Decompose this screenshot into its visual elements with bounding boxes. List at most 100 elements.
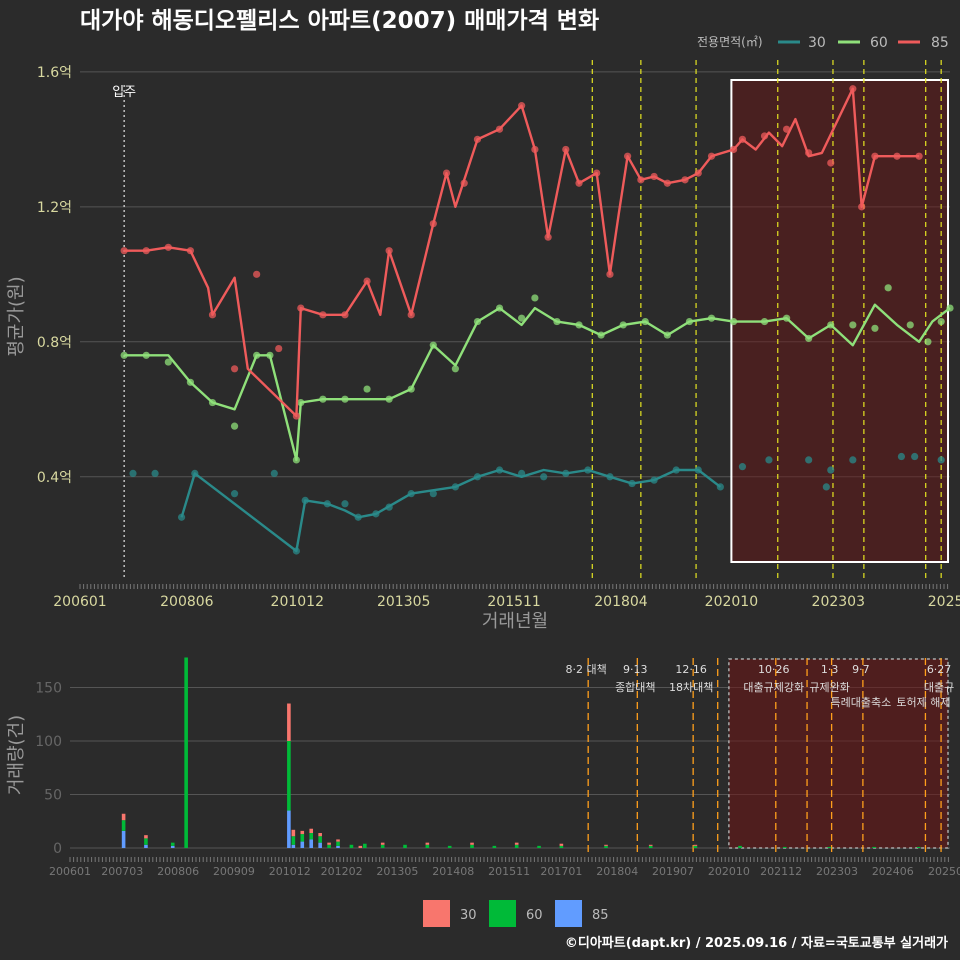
bar-60 xyxy=(693,845,698,848)
y-tick-label: 100 xyxy=(35,734,62,750)
event-label: 종합대책 xyxy=(615,681,655,694)
bar-60 xyxy=(170,842,175,846)
data-point-30 xyxy=(822,483,830,491)
x-tick-label: 201202 xyxy=(321,865,363,878)
bar-85 xyxy=(144,844,148,848)
bar-30 xyxy=(336,839,340,842)
x-tick-label: 201012 xyxy=(271,594,324,610)
data-point-30 xyxy=(765,456,773,464)
y-tick-label: 50 xyxy=(44,787,62,803)
x-tick-label: 201012 xyxy=(269,865,311,878)
data-point-60 xyxy=(120,351,128,359)
bar-85 xyxy=(336,845,340,848)
bar-30 xyxy=(358,845,363,848)
data-point-30 xyxy=(540,473,548,481)
price-chart: 0.4억 0.8억 1.2억 1.6억 200601 200806 201012 201305… xyxy=(6,60,960,632)
x-tick-label: 200601 xyxy=(49,865,91,878)
x-tick-label: 202303 xyxy=(816,865,858,878)
bar-30 xyxy=(309,828,314,834)
event-date: 9·7 xyxy=(852,663,870,676)
bar-60 xyxy=(827,846,832,848)
bar-60 xyxy=(318,836,322,843)
bar-30 xyxy=(144,835,148,839)
data-point-30 xyxy=(805,456,813,464)
event-label: 특례대출축소 xyxy=(831,696,892,709)
data-point-60 xyxy=(906,321,914,329)
data-point-85 xyxy=(230,365,239,373)
legend-label-60: 60 xyxy=(870,35,888,51)
bar-30 xyxy=(425,842,430,845)
bar-30 xyxy=(327,842,331,845)
highlight-box xyxy=(728,658,949,849)
legend-box-label-30: 30 xyxy=(460,908,477,923)
data-point-60 xyxy=(924,338,932,346)
bar-60 xyxy=(425,844,430,848)
x-tick-label: 202112 xyxy=(760,865,802,878)
data-point-30 xyxy=(129,469,137,477)
data-point-30 xyxy=(911,452,919,461)
y-tick-label: 150 xyxy=(35,680,62,696)
bar-30 xyxy=(380,842,385,845)
x-tick-label: 201907 xyxy=(652,865,694,878)
y-tick-label: 0 xyxy=(53,841,62,857)
event-label: 토허제 해제 xyxy=(896,695,950,709)
bar-30 xyxy=(300,830,305,835)
data-point-30 xyxy=(270,469,278,477)
y-tick-label: 1.6억 xyxy=(37,65,72,81)
legend-box-60 xyxy=(489,900,516,927)
legend-label-85: 85 xyxy=(931,35,949,51)
footer-credit: ©디아파트(dapt.kr) / 2025.09.16 / 자료=국토교통부 실… xyxy=(565,935,948,951)
bar-60 xyxy=(363,843,367,848)
data-point-60 xyxy=(531,294,539,302)
event-date: 1·3 xyxy=(821,663,839,676)
data-point-85 xyxy=(120,247,128,255)
data-point-30 xyxy=(429,490,437,498)
data-point-30 xyxy=(738,463,747,471)
event-date: 6·27 xyxy=(927,663,952,676)
bar-60 xyxy=(184,657,188,848)
bar-30 xyxy=(648,844,653,846)
data-point-30 xyxy=(937,456,945,464)
chart-title: 대가야 해동디오펠리스 아파트(2007) 매매가격 변화 xyxy=(80,8,599,34)
event-date: 8·2 대책 xyxy=(566,663,607,676)
y-axis-title: 거래량(건) xyxy=(6,715,27,795)
bar-60 xyxy=(309,833,314,840)
bar-60 xyxy=(291,836,296,845)
bar-60 xyxy=(559,845,564,848)
data-point-30 xyxy=(827,466,835,474)
legend-label-30: 30 xyxy=(808,35,826,51)
data-point-60 xyxy=(849,321,857,329)
bar-85 xyxy=(287,810,291,848)
x-tick-label: 20250 xyxy=(928,865,960,878)
series-line-60 xyxy=(124,303,951,462)
series-line-30 xyxy=(180,468,722,553)
data-point-30 xyxy=(849,456,857,464)
move-in-label: 입주 xyxy=(112,85,136,100)
bar-60 xyxy=(287,740,291,811)
bar-60 xyxy=(492,845,497,848)
bar-30 xyxy=(693,844,698,846)
bar-60 xyxy=(782,846,787,848)
x-tick-label: 201804 xyxy=(594,594,648,610)
legend-box-label-60: 60 xyxy=(526,908,543,923)
data-point-85 xyxy=(275,344,283,353)
data-point-85 xyxy=(253,270,261,278)
y-tick-label: 1.2억 xyxy=(37,200,72,216)
legend-box-30 xyxy=(423,900,450,927)
x-tick-label: 201408 xyxy=(432,865,474,878)
bar-60 xyxy=(447,845,452,848)
data-point-30 xyxy=(151,469,159,477)
bar-60 xyxy=(604,845,608,848)
x-tick-label: 200806 xyxy=(157,865,199,878)
data-point-30 xyxy=(230,490,239,498)
x-tick-label: 202010 xyxy=(705,594,758,610)
bar-60 xyxy=(121,820,126,831)
bar-60 xyxy=(349,844,354,848)
bottom-legend: 30 60 85 xyxy=(423,900,609,927)
bar-85 xyxy=(170,845,175,848)
bar-30 xyxy=(287,703,291,741)
data-point-30 xyxy=(897,452,906,461)
bar-60 xyxy=(336,841,340,846)
